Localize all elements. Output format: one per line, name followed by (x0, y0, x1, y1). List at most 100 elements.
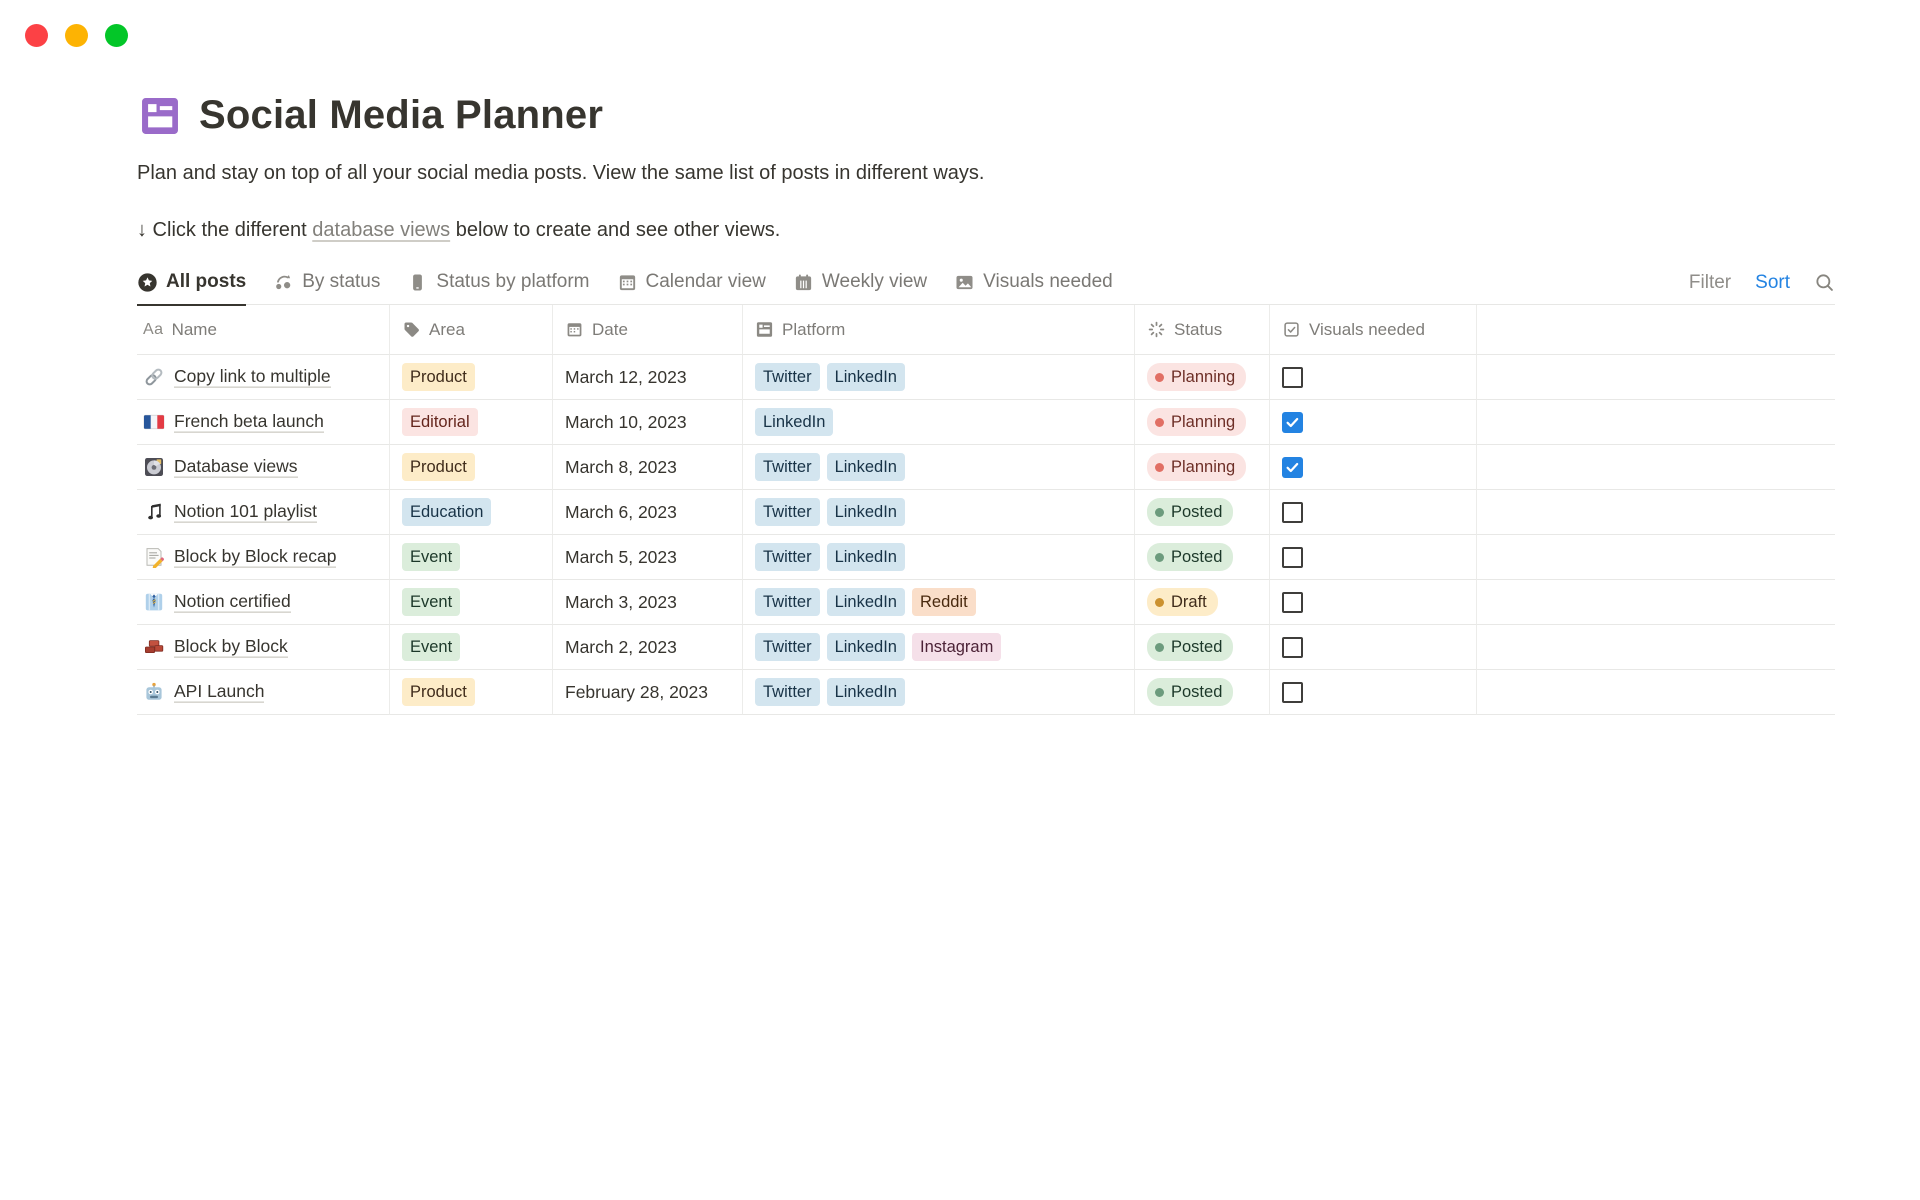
page-link[interactable]: Copy link to multiple (174, 366, 331, 386)
status-cell[interactable]: Planning (1135, 355, 1270, 400)
window-controls (25, 24, 128, 47)
platform-cell[interactable]: Twitter LinkedIn Reddit (743, 580, 1135, 625)
visuals-checkbox[interactable] (1282, 456, 1303, 478)
visuals-needed-cell (1270, 535, 1477, 580)
area-cell[interactable]: Education (390, 490, 553, 535)
page-title: Social Media Planner (199, 93, 604, 137)
traffic-light-minimize[interactable] (65, 24, 88, 47)
platform-cell[interactable]: Twitter LinkedIn (743, 535, 1135, 580)
status-cycle-icon (273, 272, 294, 293)
date-cell[interactable]: March 2, 2023 (553, 625, 743, 670)
row-spacer (1477, 580, 1835, 625)
page-link[interactable]: API Launch (174, 681, 265, 701)
tab-calendar-view[interactable]: Calendar view (617, 261, 766, 306)
page-link[interactable]: French beta launch (174, 411, 324, 431)
minidisc-emoji-icon (143, 456, 165, 478)
column-header-date[interactable]: Date (553, 305, 743, 355)
visuals-needed-cell (1270, 670, 1477, 715)
column-header-name[interactable]: Aa Name (137, 305, 390, 355)
date-cell[interactable]: March 5, 2023 (553, 535, 743, 580)
status-dot (1155, 462, 1164, 472)
platform-cell[interactable]: Twitter LinkedIn (743, 670, 1135, 715)
tab-visuals-needed[interactable]: Visuals needed (954, 261, 1113, 306)
platform-cell[interactable]: Twitter LinkedIn Instagram (743, 625, 1135, 670)
date-cell[interactable]: March 6, 2023 (553, 490, 743, 535)
view-tabs: All posts By status Status by platform Cale… (137, 261, 1113, 306)
page-link[interactable]: Database views (174, 456, 298, 476)
date-cell[interactable]: March 8, 2023 (553, 445, 743, 490)
status-label: Posted (1171, 637, 1223, 656)
status-cell[interactable]: Posted (1135, 535, 1270, 580)
status-cell[interactable]: Planning (1135, 445, 1270, 490)
date-cell[interactable]: March 3, 2023 (553, 580, 743, 625)
page-link[interactable]: Block by Block (174, 636, 288, 656)
page-link[interactable]: Block by Block recap (174, 546, 337, 566)
page-board-icon[interactable] (137, 94, 183, 138)
filter-button[interactable]: Filter (1688, 271, 1732, 293)
visuals-checkbox[interactable] (1282, 636, 1303, 658)
visuals-checkbox[interactable] (1282, 411, 1303, 433)
date-text: March 10, 2023 (565, 411, 687, 432)
visuals-checkbox[interactable] (1282, 591, 1303, 613)
sort-button[interactable]: Sort (1755, 271, 1790, 293)
tab-weekly-view[interactable]: Weekly view (793, 261, 927, 306)
traffic-light-zoom[interactable] (105, 24, 128, 47)
page-link[interactable]: Notion certified (174, 591, 291, 611)
area-cell[interactable]: Event (390, 580, 553, 625)
visuals-needed-cell (1270, 580, 1477, 625)
tab-by-status[interactable]: By status (273, 261, 380, 306)
status-cell[interactable]: Posted (1135, 625, 1270, 670)
database-views-link[interactable]: database views (312, 219, 451, 241)
visuals-needed-cell (1270, 445, 1477, 490)
visuals-checkbox[interactable] (1282, 681, 1303, 703)
name-cell[interactable]: Block by Block (137, 625, 390, 670)
status-cell[interactable]: Draft (1135, 580, 1270, 625)
area-cell[interactable]: Product (390, 355, 553, 400)
status-cell[interactable]: Planning (1135, 400, 1270, 445)
status-pill: Posted (1147, 633, 1234, 661)
tab-label: All posts (166, 271, 247, 293)
date-cell[interactable]: February 28, 2023 (553, 670, 743, 715)
status-cell[interactable]: Posted (1135, 670, 1270, 715)
status-label: Posted (1171, 682, 1223, 701)
column-header-status[interactable]: Status (1135, 305, 1270, 355)
area-tag: Editorial (402, 408, 478, 436)
area-cell[interactable]: Event (390, 625, 553, 670)
name-cell[interactable]: API Launch (137, 670, 390, 715)
platform-cell[interactable]: Twitter LinkedIn (743, 445, 1135, 490)
search-icon[interactable] (1814, 272, 1835, 293)
tab-status-by-platform[interactable]: Status by platform (407, 261, 590, 306)
tab-all-posts[interactable]: All posts (137, 261, 247, 306)
traffic-light-close[interactable] (25, 24, 48, 47)
column-header-visuals-needed[interactable]: Visuals needed (1270, 305, 1477, 355)
area-cell[interactable]: Product (390, 445, 553, 490)
visuals-checkbox[interactable] (1282, 366, 1303, 388)
visuals-needed-cell (1270, 355, 1477, 400)
status-pill: Posted (1147, 678, 1234, 706)
column-header-label: Visuals needed (1309, 319, 1425, 339)
area-cell[interactable]: Event (390, 535, 553, 580)
name-cell[interactable]: French beta launch (137, 400, 390, 445)
tag-icon (402, 320, 421, 339)
name-cell[interactable]: Copy link to multiple (137, 355, 390, 400)
name-cell[interactable]: Block by Block recap (137, 535, 390, 580)
column-header-platform[interactable]: Platform (743, 305, 1135, 355)
area-cell[interactable]: Editorial (390, 400, 553, 445)
page-link[interactable]: Notion 101 playlist (174, 501, 317, 521)
date-cell[interactable]: March 12, 2023 (553, 355, 743, 400)
visuals-checkbox[interactable] (1282, 501, 1303, 523)
status-cell[interactable]: Posted (1135, 490, 1270, 535)
column-header-area[interactable]: Area (390, 305, 553, 355)
platform-cell[interactable]: Twitter LinkedIn (743, 490, 1135, 535)
name-cell[interactable]: Notion certified (137, 580, 390, 625)
name-cell[interactable]: Database views (137, 445, 390, 490)
name-cell[interactable]: Notion 101 playlist (137, 490, 390, 535)
table-row: Notion certified Event March 3, 2023 Twitte… (137, 580, 1835, 625)
platform-cell[interactable]: LinkedIn (743, 400, 1135, 445)
visuals-checkbox[interactable] (1282, 546, 1303, 568)
platform-cell[interactable]: Twitter LinkedIn (743, 355, 1135, 400)
date-cell[interactable]: March 10, 2023 (553, 400, 743, 445)
image-icon (954, 272, 975, 293)
visuals-needed-cell (1270, 490, 1477, 535)
area-cell[interactable]: Product (390, 670, 553, 715)
